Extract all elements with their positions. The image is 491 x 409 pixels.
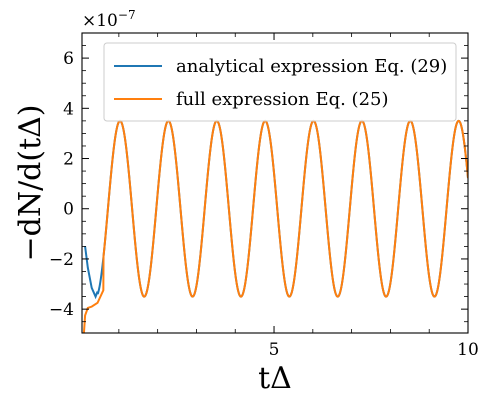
y-tick-label: 0 (63, 200, 74, 220)
y-offset-text: ×10−7 (82, 8, 136, 31)
series-full-line (82, 119, 468, 333)
x-tick-label: 5 (269, 340, 280, 360)
y-tick-label: −4 (49, 300, 74, 320)
legend-box (103, 42, 457, 122)
ticks-layer: 5 10 −4 −2 0 2 4 6 (49, 33, 479, 360)
plot-frame (81, 32, 469, 334)
legend-label-full: full expression Eq. (25) (176, 89, 389, 110)
series-layer (82, 119, 468, 333)
legend-label-analytical: analytical expression Eq. (29) (176, 56, 447, 77)
x-axis-label: tΔ (258, 361, 292, 396)
y-tick-label: 2 (63, 150, 74, 170)
y-tick-label: 6 (63, 49, 74, 69)
y-tick-label: −2 (49, 250, 74, 270)
y-tick-label: 4 (63, 99, 74, 119)
x-tick-label: 10 (457, 340, 479, 360)
y-axis-label: −dN/d(tΔ) (13, 104, 48, 261)
legend: analytical expression Eq. (29) full expr… (103, 42, 457, 122)
